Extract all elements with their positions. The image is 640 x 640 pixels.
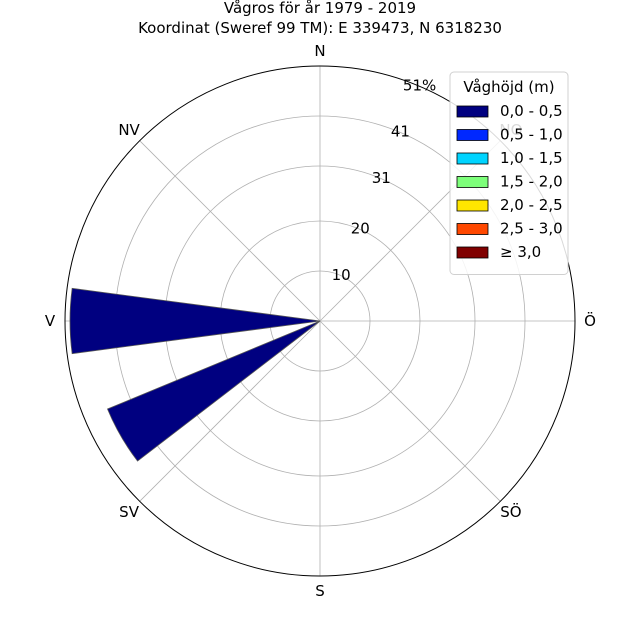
legend-title: Våghöjd (m) xyxy=(463,78,554,96)
legend-swatch xyxy=(456,199,489,212)
legend-label: 2,5 - 3,0 xyxy=(500,220,563,238)
legend: Våghöjd (m) 0,0 - 0,5 0,5 - 1,0 1,0 - 1,5 1… xyxy=(449,71,569,275)
legend-swatch xyxy=(456,223,489,235)
legend-swatch xyxy=(456,152,489,165)
sector-bar xyxy=(69,287,321,355)
legend-swatch xyxy=(456,246,489,259)
radial-tick-labels: 10 20 31 41 51% xyxy=(332,76,437,283)
direction-label: NV xyxy=(118,121,140,139)
direction-label: SV xyxy=(119,503,140,521)
legend-label: 1,0 - 1,5 xyxy=(500,149,563,167)
direction-label: N xyxy=(314,42,325,60)
radial-tick-label: 51% xyxy=(403,76,436,94)
chart-subtitle: Koordinat (Sweref 99 TM): E 339473, N 63… xyxy=(138,19,502,37)
legend-label: 1,5 - 2,0 xyxy=(500,173,563,191)
sector-bar xyxy=(106,320,321,462)
legend-items: 0,0 - 0,5 0,5 - 1,0 1,0 - 1,5 1,5 - 2,0 2,0 … xyxy=(456,102,563,261)
grid-spoke xyxy=(139,140,321,322)
legend-swatch xyxy=(456,176,489,188)
legend-swatch xyxy=(456,105,489,118)
grid-spoke xyxy=(139,320,321,502)
legend-label: 0,0 - 0,5 xyxy=(500,102,563,120)
legend-label: 0,5 - 1,0 xyxy=(500,126,563,144)
direction-label: V xyxy=(45,312,56,330)
radial-tick-label: 31 xyxy=(372,169,391,187)
direction-label: S xyxy=(315,582,325,600)
radial-tick-label: 41 xyxy=(391,123,410,141)
chart-title: Vågros för år 1979 - 2019 xyxy=(224,0,416,17)
direction-label: Ö xyxy=(584,311,596,330)
outer-ring xyxy=(64,65,576,577)
radial-tick-label: 10 xyxy=(332,266,351,284)
legend-swatch xyxy=(456,129,489,141)
legend-label: ≥ 3,0 xyxy=(500,243,541,261)
sector-bars xyxy=(69,287,321,462)
legend-label: 2,0 - 2,5 xyxy=(500,196,563,214)
radial-tick-label: 20 xyxy=(351,220,370,238)
direction-label: SÖ xyxy=(500,502,521,521)
grid-spoke xyxy=(319,320,501,502)
